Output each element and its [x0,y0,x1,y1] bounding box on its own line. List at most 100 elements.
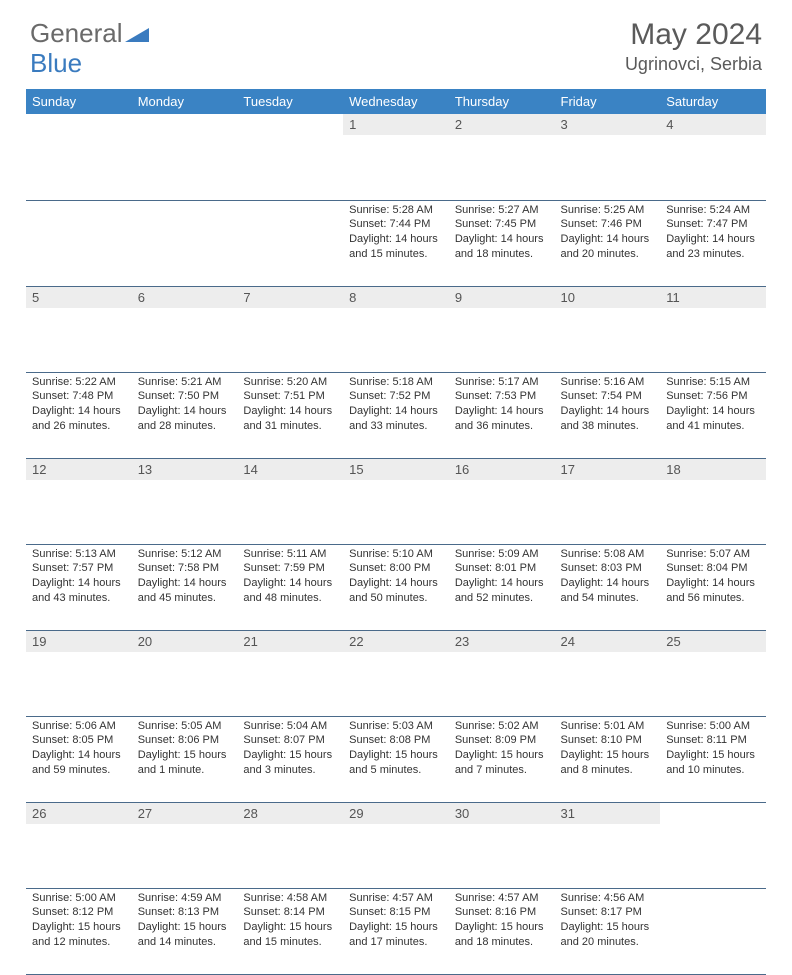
calendar-table: SundayMondayTuesdayWednesdayThursdayFrid… [26,89,766,975]
day-cell: Sunrise: 5:06 AMSunset: 8:05 PMDaylight:… [26,716,132,802]
daylight-line: Daylight: 14 hours and 54 minutes. [561,576,655,606]
sunrise-line: Sunrise: 5:18 AM [349,375,443,390]
day-number [26,114,132,120]
day-number: 4 [660,114,766,135]
day-cell: Sunrise: 5:11 AMSunset: 7:59 PMDaylight:… [237,544,343,630]
day-number: 26 [26,803,132,824]
daylight-line: Daylight: 14 hours and 18 minutes. [455,232,549,262]
day-number: 31 [555,803,661,824]
day-number: 29 [343,803,449,824]
sunset-line: Sunset: 7:44 PM [349,217,443,232]
sunset-line: Sunset: 8:12 PM [32,905,126,920]
sunset-line: Sunset: 8:13 PM [138,905,232,920]
sunset-line: Sunset: 7:58 PM [138,561,232,576]
day-cell: Sunrise: 5:18 AMSunset: 7:52 PMDaylight:… [343,372,449,458]
day-details: Sunrise: 5:10 AMSunset: 8:00 PMDaylight:… [343,545,449,612]
sunset-line: Sunset: 8:17 PM [561,905,655,920]
day-cell: Sunrise: 5:22 AMSunset: 7:48 PMDaylight:… [26,372,132,458]
day-number: 16 [449,459,555,480]
day-cell: Sunrise: 5:28 AMSunset: 7:44 PMDaylight:… [343,200,449,286]
logo-subline: Blue [30,48,82,79]
weekday-header: Wednesday [343,89,449,114]
day-number: 1 [343,114,449,135]
day-details: Sunrise: 5:07 AMSunset: 8:04 PMDaylight:… [660,545,766,612]
sunrise-line: Sunrise: 5:21 AM [138,375,232,390]
logo-text-blue: Blue [30,48,82,78]
daylight-line: Daylight: 14 hours and 50 minutes. [349,576,443,606]
week-row: Sunrise: 5:00 AMSunset: 8:12 PMDaylight:… [26,888,766,974]
sunrise-line: Sunrise: 4:57 AM [455,891,549,906]
day-number: 22 [343,631,449,652]
sunset-line: Sunset: 7:45 PM [455,217,549,232]
day-number: 14 [237,459,343,480]
sunset-line: Sunset: 8:09 PM [455,733,549,748]
daylight-line: Daylight: 14 hours and 15 minutes. [349,232,443,262]
sunrise-line: Sunrise: 5:15 AM [666,375,760,390]
sunrise-line: Sunrise: 4:57 AM [349,891,443,906]
day-number: 25 [660,631,766,652]
weekday-header: Saturday [660,89,766,114]
sunrise-line: Sunrise: 4:56 AM [561,891,655,906]
day-cell: Sunrise: 5:02 AMSunset: 8:09 PMDaylight:… [449,716,555,802]
day-cell: Sunrise: 4:58 AMSunset: 8:14 PMDaylight:… [237,888,343,974]
day-number: 15 [343,459,449,480]
day-details: Sunrise: 5:25 AMSunset: 7:46 PMDaylight:… [555,201,661,268]
sunrise-line: Sunrise: 5:27 AM [455,203,549,218]
week-row: Sunrise: 5:22 AMSunset: 7:48 PMDaylight:… [26,372,766,458]
day-cell [132,200,238,286]
day-details: Sunrise: 5:06 AMSunset: 8:05 PMDaylight:… [26,717,132,784]
daylight-line: Daylight: 14 hours and 38 minutes. [561,404,655,434]
daylight-line: Daylight: 15 hours and 3 minutes. [243,748,337,778]
weekday-header: Sunday [26,89,132,114]
day-cell: Sunrise: 4:57 AMSunset: 8:15 PMDaylight:… [343,888,449,974]
sunrise-line: Sunrise: 5:24 AM [666,203,760,218]
day-details: Sunrise: 5:01 AMSunset: 8:10 PMDaylight:… [555,717,661,784]
sunset-line: Sunset: 8:00 PM [349,561,443,576]
day-cell: Sunrise: 5:27 AMSunset: 7:45 PMDaylight:… [449,200,555,286]
day-number-row: 19202122232425 [26,630,766,716]
sunset-line: Sunset: 7:51 PM [243,389,337,404]
day-number: 28 [237,803,343,824]
day-cell: Sunrise: 5:17 AMSunset: 7:53 PMDaylight:… [449,372,555,458]
sunrise-line: Sunrise: 5:12 AM [138,547,232,562]
day-number: 9 [449,287,555,308]
day-number: 7 [237,287,343,308]
sunrise-line: Sunrise: 5:11 AM [243,547,337,562]
calendar-head: SundayMondayTuesdayWednesdayThursdayFrid… [26,89,766,114]
day-number: 20 [132,631,238,652]
day-number: 13 [132,459,238,480]
sunset-line: Sunset: 8:14 PM [243,905,337,920]
day-number-row: 567891011 [26,286,766,372]
daylight-line: Daylight: 14 hours and 41 minutes. [666,404,760,434]
sunrise-line: Sunrise: 5:04 AM [243,719,337,734]
sunrise-line: Sunrise: 5:00 AM [32,891,126,906]
daylight-line: Daylight: 14 hours and 52 minutes. [455,576,549,606]
sunrise-line: Sunrise: 5:03 AM [349,719,443,734]
day-number: 3 [555,114,661,135]
sunrise-line: Sunrise: 5:09 AM [455,547,549,562]
sunset-line: Sunset: 8:15 PM [349,905,443,920]
daylight-line: Daylight: 14 hours and 33 minutes. [349,404,443,434]
day-details: Sunrise: 5:12 AMSunset: 7:58 PMDaylight:… [132,545,238,612]
sunset-line: Sunset: 7:57 PM [32,561,126,576]
daylight-line: Daylight: 14 hours and 20 minutes. [561,232,655,262]
day-cell: Sunrise: 5:08 AMSunset: 8:03 PMDaylight:… [555,544,661,630]
day-cell: Sunrise: 5:13 AMSunset: 7:57 PMDaylight:… [26,544,132,630]
day-cell: Sunrise: 5:00 AMSunset: 8:11 PMDaylight:… [660,716,766,802]
sunset-line: Sunset: 7:54 PM [561,389,655,404]
sunset-line: Sunset: 7:50 PM [138,389,232,404]
sunset-line: Sunset: 8:06 PM [138,733,232,748]
daylight-line: Daylight: 14 hours and 31 minutes. [243,404,337,434]
sunrise-line: Sunrise: 5:07 AM [666,547,760,562]
daylight-line: Daylight: 15 hours and 14 minutes. [138,920,232,950]
day-details: Sunrise: 5:15 AMSunset: 7:56 PMDaylight:… [660,373,766,440]
sunset-line: Sunset: 8:04 PM [666,561,760,576]
day-details: Sunrise: 5:13 AMSunset: 7:57 PMDaylight:… [26,545,132,612]
daylight-line: Daylight: 15 hours and 12 minutes. [32,920,126,950]
sunset-line: Sunset: 7:53 PM [455,389,549,404]
day-details: Sunrise: 4:56 AMSunset: 8:17 PMDaylight:… [555,889,661,956]
day-number: 10 [555,287,661,308]
day-details: Sunrise: 5:02 AMSunset: 8:09 PMDaylight:… [449,717,555,784]
day-number [132,114,238,120]
sunset-line: Sunset: 8:07 PM [243,733,337,748]
